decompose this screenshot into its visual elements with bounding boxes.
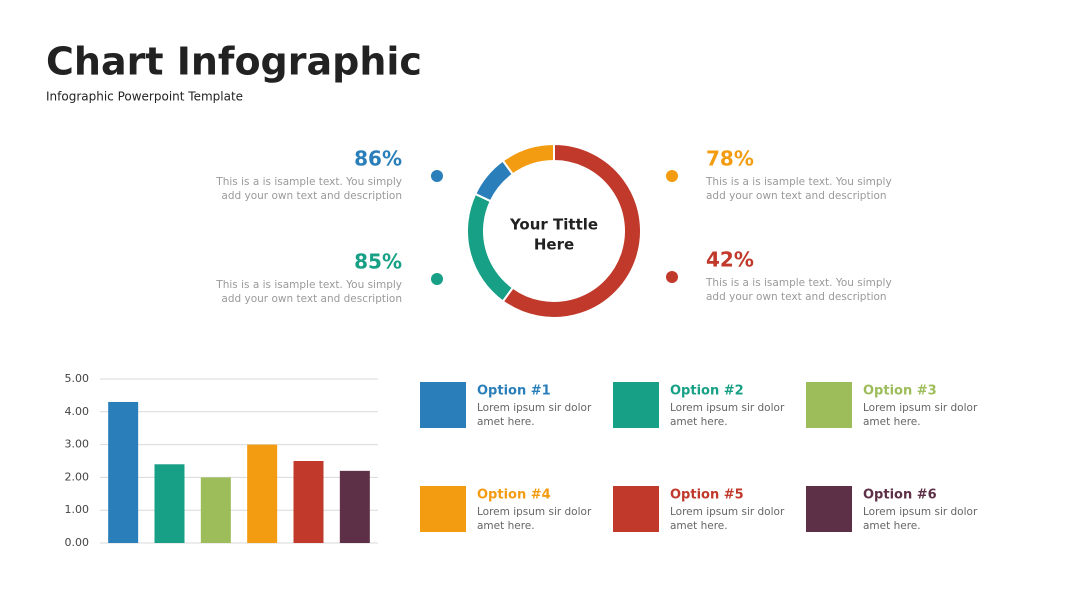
- option-swatch: [420, 486, 466, 532]
- option-name: Option #2: [670, 384, 744, 399]
- stat-percent: 78%: [706, 147, 754, 171]
- stat-percent: 86%: [354, 147, 402, 171]
- option-swatch: [613, 382, 659, 428]
- y-tick-label: 4.00: [65, 405, 90, 418]
- stat-description: This is a is isample text. You simply: [705, 277, 892, 289]
- stat-dot: [431, 170, 443, 182]
- option-description: Lorem ipsum sir dolor: [670, 506, 785, 518]
- option-description: Lorem ipsum sir dolor: [477, 506, 592, 518]
- option-name: Option #4: [477, 488, 551, 503]
- option-name: Option #3: [863, 384, 937, 399]
- option-name: Option #1: [477, 384, 551, 399]
- option-description: amet here.: [670, 520, 728, 532]
- stat-description: add your own text and description: [221, 293, 402, 305]
- bar: [108, 401, 139, 543]
- bar: [154, 464, 185, 543]
- option-description: amet here.: [477, 520, 535, 532]
- bar: [339, 470, 370, 543]
- stat-percent: 42%: [706, 248, 754, 272]
- bar: [293, 461, 324, 543]
- donut-title: Your Tittle: [509, 216, 598, 234]
- stat-description: This is a is isample text. You simply: [215, 176, 402, 188]
- donut-title: Here: [534, 236, 574, 254]
- option-description: amet here.: [863, 520, 921, 532]
- option-name: Option #5: [670, 488, 744, 503]
- stat-description: This is a is isample text. You simply: [705, 176, 892, 188]
- stat-percent: 85%: [354, 250, 402, 274]
- stat-description: add your own text and description: [221, 190, 402, 202]
- y-tick-label: 0.00: [65, 536, 90, 549]
- stat-description: add your own text and description: [706, 190, 887, 202]
- option-swatch: [420, 382, 466, 428]
- option-description: amet here.: [477, 416, 535, 428]
- option-swatch: [806, 382, 852, 428]
- option-description: amet here.: [863, 416, 921, 428]
- option-name: Option #6: [863, 488, 937, 503]
- bar: [200, 477, 231, 543]
- option-description: Lorem ipsum sir dolor: [477, 402, 592, 414]
- y-tick-label: 5.00: [65, 372, 90, 385]
- option-description: Lorem ipsum sir dolor: [863, 506, 978, 518]
- option-description: amet here.: [670, 416, 728, 428]
- stat-dot: [666, 170, 678, 182]
- stat-dot: [431, 273, 443, 285]
- y-tick-label: 2.00: [65, 470, 90, 483]
- donut-segment: [501, 142, 642, 319]
- stat-description: This is a is isample text. You simply: [215, 279, 402, 291]
- slide-subtitle: Infographic Powerpoint Template: [46, 90, 243, 104]
- stat-description: add your own text and description: [706, 291, 887, 303]
- option-description: Lorem ipsum sir dolor: [670, 402, 785, 414]
- option-description: Lorem ipsum sir dolor: [863, 402, 978, 414]
- donut-segment: [501, 142, 555, 176]
- y-tick-label: 3.00: [65, 438, 90, 451]
- option-swatch: [613, 486, 659, 532]
- bar: [247, 444, 278, 543]
- stat-dot: [666, 271, 678, 283]
- y-tick-label: 1.00: [65, 503, 90, 516]
- slide-title: Chart Infographic: [46, 40, 422, 84]
- option-swatch: [806, 486, 852, 532]
